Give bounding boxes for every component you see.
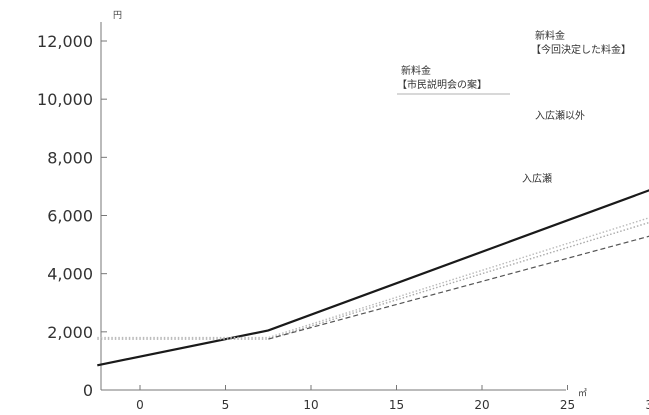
x-tick-label: 5 [222,398,230,412]
series-annotation-line: 新料金 [535,29,565,42]
y-tick-label: 12,000 [37,32,93,51]
series-line-2 [97,221,649,340]
series-annotation-line: 新料金 [401,64,431,77]
x-unit-label: ㎥ [578,388,587,399]
series-annotation-line: 【今回決定した料金】 [531,43,631,56]
x-tick-label: 0 [136,398,144,412]
series-lines [97,189,649,367]
x-tick-labels: 05101520253035404550 [136,385,649,412]
y-tick-label: 10,000 [37,90,93,109]
y-tick-label: 8,000 [47,148,93,167]
x-tick-label: 20 [474,398,489,412]
series-annotation-line: 入広瀬以外 [535,109,585,122]
y-unit-label: 円 [113,10,122,21]
x-tick-label: 10 [303,398,318,412]
y-tick-label: 0 [83,381,93,400]
series-line-1 [97,217,649,339]
x-tick-label: 25 [560,398,575,412]
series-line-0 [97,189,649,367]
series-annotation-line: 入広瀬 [522,172,552,185]
series-annotation-line: 【市民説明会の案】 [397,78,487,91]
y-tick-label: 2,000 [47,323,93,342]
x-tick-label: 30 [645,398,649,412]
y-tick-label: 6,000 [47,207,93,226]
y-tick-labels: 0 2,000 4,000 6,000 8,000 10,000 12,000 [37,32,107,400]
x-tick-label: 15 [389,398,404,412]
series-line-3 [268,235,649,340]
axes [100,22,566,391]
y-tick-label: 4,000 [47,265,93,284]
